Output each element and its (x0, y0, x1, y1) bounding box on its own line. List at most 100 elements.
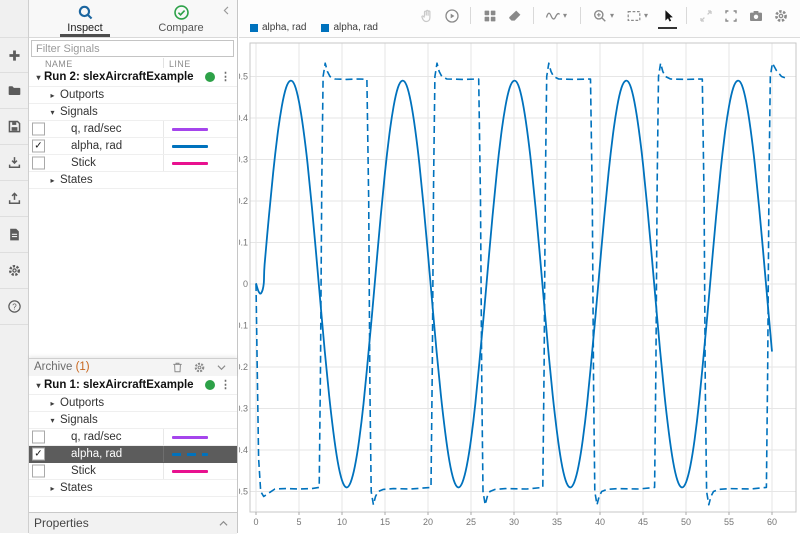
signal-checkbox[interactable] (32, 122, 45, 136)
tree-group-row[interactable]: ▸ Outports (29, 395, 237, 412)
pointer-icon[interactable] (656, 4, 679, 29)
signal-name: alpha, rad (71, 140, 123, 152)
signal-checkbox[interactable] (32, 464, 45, 478)
line-column (163, 155, 237, 171)
signal-row[interactable]: Stick (29, 155, 237, 172)
line-swatch (172, 452, 208, 456)
y-tick-label: -0.5 (239, 487, 248, 497)
line-swatch (172, 435, 208, 439)
run-menu-icon[interactable]: ⋮ (220, 71, 231, 83)
zoom-in-icon[interactable] (588, 4, 611, 27)
preferences-gear-icon[interactable] (0, 253, 28, 289)
properties-bar[interactable]: Properties (29, 512, 237, 534)
line-swatch (172, 144, 208, 148)
caret-down-icon[interactable]: ▾ (50, 107, 55, 117)
signal-checkbox[interactable]: ✓ (32, 139, 45, 153)
series-solid[interactable] (255, 79, 773, 489)
caret-down-icon[interactable]: ▾ (36, 72, 41, 82)
fit-to-view-icon[interactable] (622, 4, 645, 27)
signal-row[interactable]: q, rad/sec (29, 429, 237, 446)
open-session-icon[interactable] (0, 73, 28, 109)
filter-signals-input[interactable] (31, 40, 234, 57)
dropdown-caret-icon[interactable]: ▾ (563, 11, 568, 20)
plot-area[interactable]: 0 5 10 15 20 25 30 35 40 45 50 55 60 0.5 0.4 0.3 0.2 0.1 0… (232, 38, 800, 533)
signal-row[interactable]: q, rad/sec (29, 121, 237, 138)
column-name: NAME (45, 59, 73, 69)
dropdown-caret-icon[interactable]: ▾ (610, 11, 615, 20)
group-label: Signals (60, 414, 98, 426)
signal-row[interactable]: Stick (29, 463, 237, 480)
caret-down-icon[interactable]: ▾ (36, 380, 41, 390)
eraser-icon[interactable] (503, 4, 526, 27)
caret-right-icon[interactable]: ▸ (50, 175, 55, 185)
x-tick-label: 60 (767, 517, 777, 527)
caret-down-icon[interactable]: ▾ (50, 415, 55, 425)
x-tick-label: 25 (466, 517, 476, 527)
signal-row[interactable]: ✓ alpha, rad (29, 446, 237, 463)
check-circle-icon (173, 3, 190, 21)
fullscreen-icon[interactable] (719, 4, 742, 27)
tree-group-row[interactable]: ▾ Signals (29, 412, 237, 429)
help-icon[interactable]: ? (0, 289, 28, 325)
line-column (163, 463, 237, 479)
signal-wave-icon[interactable] (541, 4, 564, 27)
group-label: Signals (60, 106, 98, 118)
signal-checkbox[interactable]: ✓ (32, 447, 45, 461)
tree-group-row[interactable]: ▸ Outports (29, 87, 237, 104)
run-row[interactable]: ▾ Run 1: slexAircraftExample ⋮ (29, 376, 237, 395)
tab-inspect[interactable]: Inspect (50, 0, 120, 37)
caret-right-icon[interactable]: ▸ (50, 90, 55, 100)
line-swatch (172, 161, 208, 165)
tree-group-row[interactable]: ▸ States (29, 480, 237, 497)
run-row[interactable]: ▾Run 2: slexAircraftExample[Current] ⋮ (29, 68, 237, 87)
run-label: Run 2: slexAircraftExample[Current] (44, 71, 194, 83)
replay-icon[interactable] (440, 4, 463, 27)
legend-item: alpha, rad (321, 22, 378, 33)
tab-inspect-label: Inspect (67, 22, 103, 34)
line-column (163, 429, 237, 445)
left-toolstrip: ? (0, 0, 29, 533)
layout-grid-icon[interactable] (478, 4, 501, 27)
y-tick-label: 0 (243, 279, 248, 289)
caret-right-icon[interactable]: ▸ (50, 483, 55, 493)
signal-name: Stick (71, 465, 96, 477)
column-line: LINE (169, 59, 191, 69)
report-icon[interactable] (0, 217, 28, 253)
signal-name: q, rad/sec (71, 123, 122, 135)
x-tick-label: 50 (681, 517, 691, 527)
import-icon[interactable] (0, 145, 28, 181)
line-swatch (172, 127, 208, 131)
chevron-left-icon[interactable] (220, 4, 234, 18)
signal-checkbox[interactable] (32, 156, 45, 170)
chevron-up-icon[interactable] (217, 517, 230, 530)
tab-compare[interactable]: Compare (146, 0, 216, 37)
tree-group-row[interactable]: ▾ Signals (29, 104, 237, 121)
snapshot-icon[interactable] (744, 4, 767, 27)
toolbar-separator (470, 7, 471, 24)
archive-label: Archive (1) (34, 361, 90, 373)
gear-icon[interactable] (193, 361, 207, 375)
export-icon[interactable] (0, 181, 28, 217)
signal-row[interactable]: ✓ alpha, rad (29, 138, 237, 155)
run1-tree: ▾ Run 1: slexAircraftExample ⋮ ▸ Outports ▾ Si… (29, 376, 237, 497)
import-data-icon[interactable] (0, 37, 28, 73)
run-menu-icon[interactable]: ⋮ (220, 379, 231, 391)
x-tick-label: 55 (724, 517, 734, 527)
chevron-down-icon[interactable] (215, 361, 229, 375)
save-session-icon[interactable] (0, 109, 28, 145)
y-tick-label: -0.4 (239, 445, 248, 455)
settings-icon[interactable] (769, 4, 792, 27)
tree-group-row[interactable]: ▸ States (29, 172, 237, 189)
trash-icon[interactable] (171, 361, 185, 375)
dropdown-caret-icon[interactable]: ▾ (644, 11, 649, 20)
x-tick-label: 30 (509, 517, 519, 527)
series-dashed[interactable] (255, 62, 786, 506)
caret-right-icon[interactable]: ▸ (50, 398, 55, 408)
svg-text:?: ? (12, 302, 17, 311)
pan-hand-icon[interactable] (415, 4, 438, 27)
plot-canvas[interactable]: 0 5 10 15 20 25 30 35 40 45 50 55 60 0.5 0.4 0.3 0.2 0.1 0… (232, 38, 800, 533)
run-status-dot (205, 380, 215, 390)
signal-checkbox[interactable] (32, 430, 45, 444)
expand-icon[interactable] (694, 4, 717, 27)
toolbar-separator (686, 7, 687, 24)
